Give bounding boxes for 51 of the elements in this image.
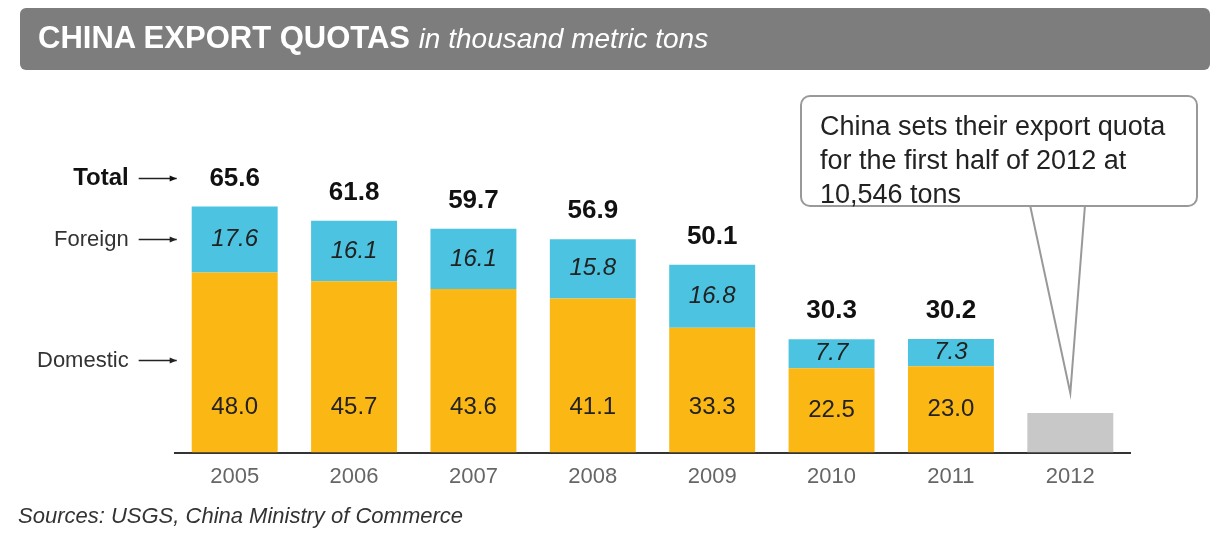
- data-label: 17.6: [211, 224, 259, 252]
- text: Domestic: [37, 346, 129, 372]
- bar: [788, 339, 875, 369]
- bar: [191, 272, 278, 453]
- total-label: 30.3: [806, 294, 857, 325]
- bar: [907, 366, 994, 453]
- x-tick-label: 2007: [448, 462, 498, 488]
- chart-subtitle: in thousand metric tons: [418, 23, 709, 54]
- chart-title: CHINA EXPORT QUOTAS: [38, 20, 411, 55]
- bar: [191, 206, 278, 273]
- x-tick-label: 2006: [329, 462, 379, 488]
- total-label: 56.9: [567, 194, 619, 225]
- data-label: 15.8: [569, 253, 617, 281]
- x-tick-label: 2011: [927, 462, 975, 488]
- bar: [788, 368, 875, 453]
- x-tick-label: 2012: [1045, 462, 1095, 488]
- bar: [549, 239, 636, 299]
- text: Foreign: [54, 225, 129, 251]
- data-label: 7.7: [814, 338, 850, 366]
- total-label: 61.8: [328, 175, 380, 206]
- bar: [430, 228, 517, 290]
- bar: [430, 289, 517, 453]
- data-label: 16.8: [688, 280, 737, 308]
- data-label: 16.1: [450, 243, 497, 271]
- bar: [669, 327, 756, 453]
- text: Total: [73, 163, 129, 191]
- total-label: 59.7: [448, 183, 499, 214]
- data-label: 16.1: [330, 235, 378, 263]
- data-label: 7.3: [934, 337, 969, 365]
- bar: [549, 298, 636, 453]
- data-label: 22.5: [808, 395, 855, 423]
- bar: [1027, 413, 1114, 453]
- total-label: 50.1: [686, 219, 738, 250]
- data-label: 45.7: [330, 392, 378, 420]
- bar: [907, 338, 994, 367]
- bar: [311, 220, 398, 282]
- total-label: 30.2: [925, 294, 977, 325]
- x-tick-label: 2010: [807, 462, 857, 488]
- source-note: Sources: USGS, China Ministry of Commerce: [18, 503, 464, 529]
- x-tick-label: 2008: [568, 462, 618, 488]
- x-tick-label: 2005: [210, 462, 260, 488]
- data-label: 33.3: [688, 392, 736, 420]
- data-label: 43.6: [450, 392, 497, 420]
- data-label: 41.1: [569, 392, 617, 420]
- annotation: China sets their export quota for the first half of 2012 at 10,546 tons: [800, 95, 1198, 209]
- data-label: 48.0: [211, 392, 259, 420]
- total-label: 65.6: [209, 161, 260, 192]
- data-label: 23.0: [927, 394, 975, 422]
- bar: [669, 264, 756, 328]
- bar: [311, 281, 398, 453]
- x-tick-label: 2009: [687, 462, 737, 488]
